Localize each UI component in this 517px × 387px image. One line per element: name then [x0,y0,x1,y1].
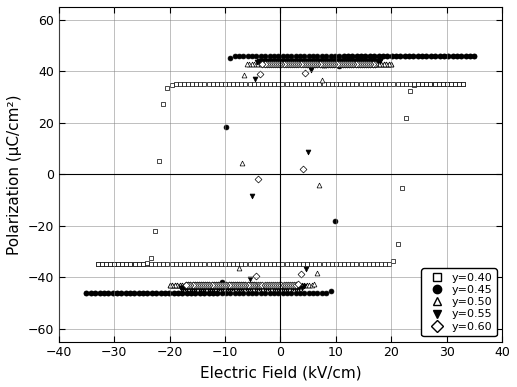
y=0.60 [329,61,336,66]
y=0.50 [258,283,265,287]
y=0.60 [227,283,234,287]
Line: y=0.45: y=0.45 [84,53,477,295]
y=0.50 [214,283,220,287]
y=0.60 [183,283,189,287]
y=0.40 [374,262,380,267]
y=0.45 [83,290,89,295]
y=0.60 [194,283,200,287]
y=0.50 [219,283,225,287]
y=0.55 [337,59,343,63]
y=0.55 [220,285,226,290]
Line: y=0.60: y=0.60 [184,61,377,288]
y=0.55 [177,285,184,290]
y=0.55 [177,285,184,290]
y=0.55 [184,285,190,290]
y=0.40 [95,262,101,267]
y=0.50 [166,283,173,287]
X-axis label: Electric Field (kV/cm): Electric Field (kV/cm) [200,365,361,380]
y=0.55 [330,59,336,63]
y=0.40 [173,82,179,87]
y=0.50 [166,283,173,287]
y=0.45 [245,290,251,295]
y=0.60 [327,61,333,66]
y=0.60 [262,283,268,287]
y=0.45 [384,53,390,58]
Line: y=0.40: y=0.40 [95,82,466,267]
y=0.45 [175,290,181,295]
y=0.50 [336,61,342,66]
y=0.50 [353,61,359,66]
y=0.40 [247,262,253,267]
y=0.40 [181,262,187,267]
y=0.55 [225,285,231,290]
y=0.45 [375,53,382,58]
y=0.40 [95,262,101,267]
y=0.45 [105,290,111,295]
y=0.45 [97,290,103,295]
Line: y=0.55: y=0.55 [178,58,383,290]
y=0.40 [107,262,113,267]
y=0.50 [179,283,185,287]
y=0.45 [166,290,172,295]
y=0.60 [223,283,230,287]
y=0.55 [189,285,195,290]
Y-axis label: Polarization (μC/cm²): Polarization (μC/cm²) [7,94,22,255]
Legend: y=0.40, y=0.45, y=0.50, y=0.55, y=0.60: y=0.40, y=0.45, y=0.50, y=0.55, y=0.60 [421,268,496,336]
y=0.60 [189,283,195,287]
y=0.55 [261,285,267,290]
y=0.40 [115,262,121,267]
y=0.45 [83,290,89,295]
y=0.60 [183,283,189,287]
y=0.40 [460,82,466,87]
y=0.50 [174,283,180,287]
Line: y=0.50: y=0.50 [167,61,394,288]
